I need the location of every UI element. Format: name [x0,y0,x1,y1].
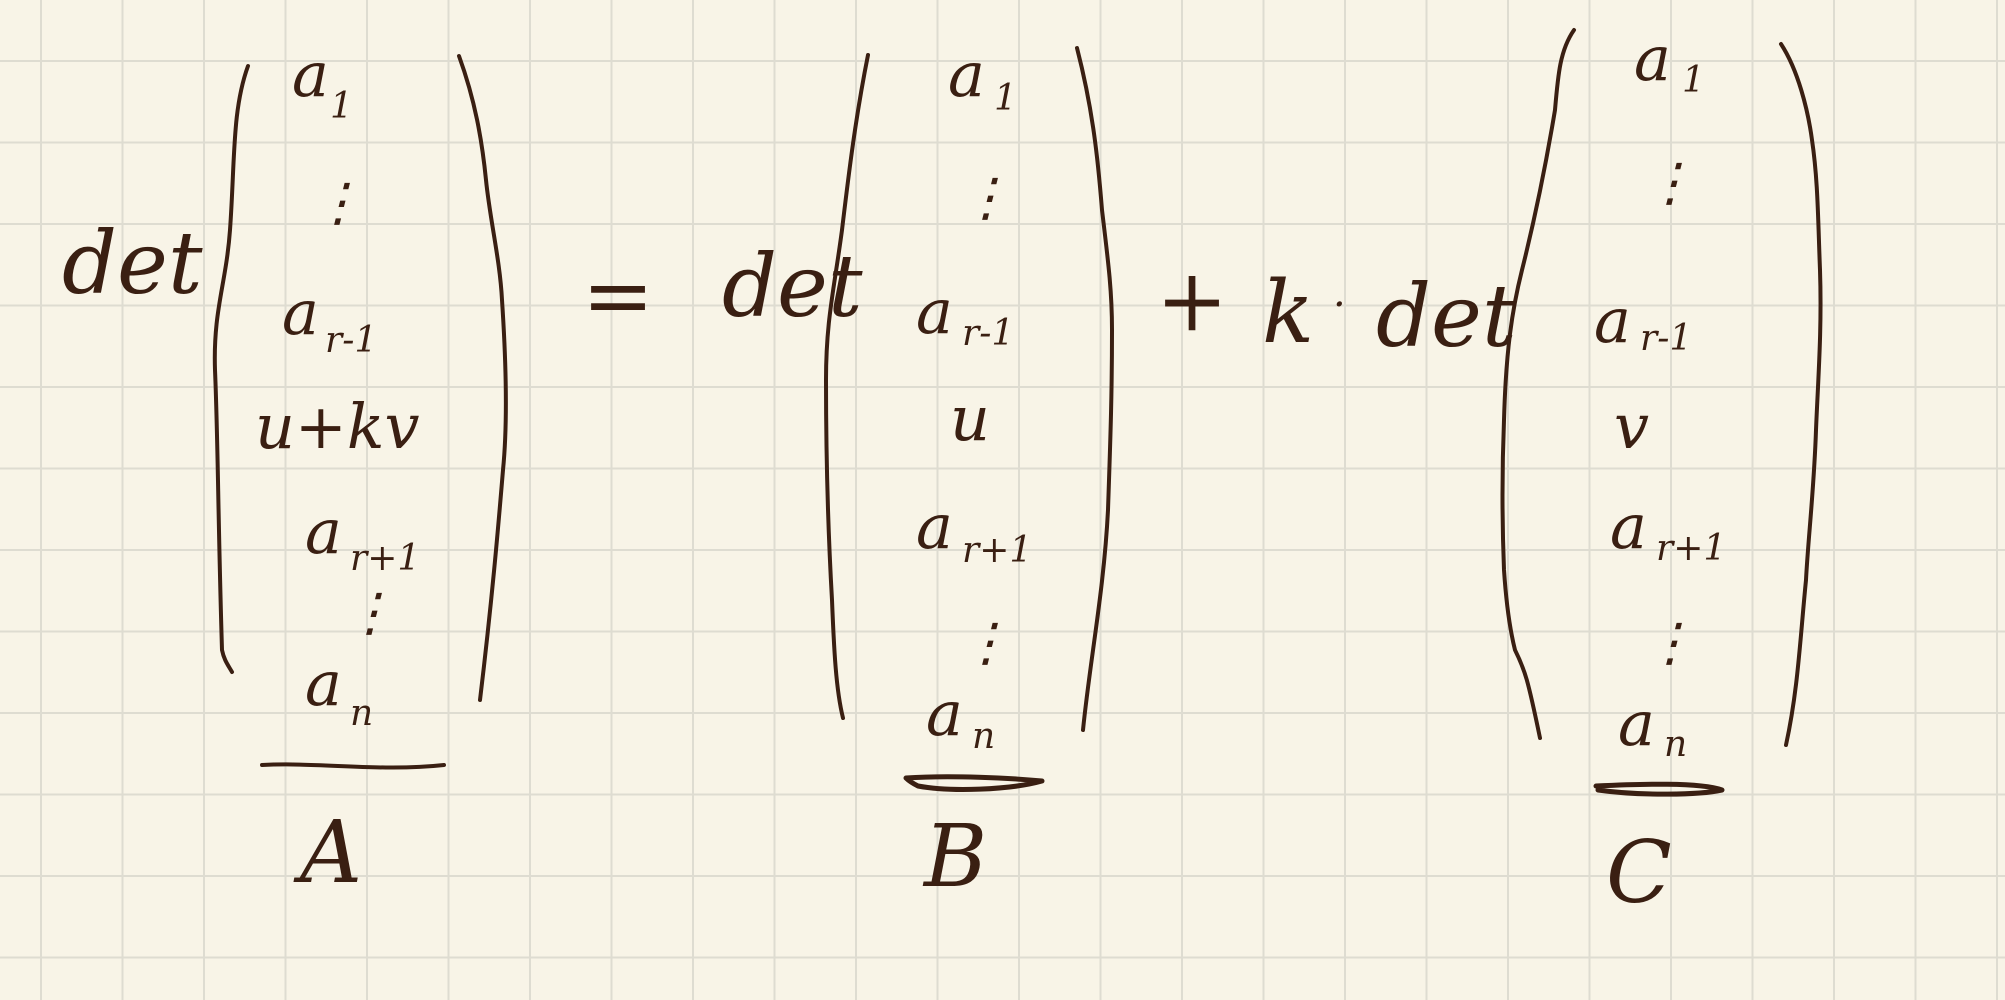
label-a: A [293,803,362,903]
label-c: C [1606,823,1672,923]
matrix-a-left-bracket [212,64,250,674]
scalar-dot: · [1333,282,1346,328]
row-bn-base: a [926,677,963,750]
row-an-sub: n [350,693,373,734]
row-br+1-base: a [916,490,953,563]
underline-c [1593,781,1725,797]
matrix-b-left-bracket [824,53,870,720]
label-b: B [922,807,987,907]
row-a1-sub: 1 [330,86,353,127]
row-an-base: a [305,647,342,720]
matrix-b-group: det a 1 ⋮ a r-1 u a r+1 ⋮ a n B [722,38,1114,907]
row-bn-sub: n [972,716,995,757]
scalar-k: k [1262,263,1314,363]
vertical-dots-top-b: ⋮ [960,168,1012,228]
matrix-c-right-bracket [1779,42,1823,747]
vertical-dots-bottom-b: ⋮ [960,613,1012,673]
row-cn-base: a [1618,687,1655,760]
row-br+1-sub: r+1 [962,530,1032,571]
matrix-a-group: det a 1 ⋮ a r-1 u+kv a r+1 ⋮ a n A [62,38,508,903]
underline-a [260,762,446,770]
row-br-1-sub: r-1 [962,313,1014,354]
row-cr-1-base: a [1594,284,1631,357]
row-cr-1-sub: r-1 [1640,318,1692,359]
row-u: u [950,382,990,455]
vertical-dots-bottom-c: ⋮ [1644,613,1696,673]
vertical-dots-bottom: ⋮ [344,583,396,643]
det-operator-c: det [1376,267,1517,367]
row-u-plus-kv: u+kv [255,390,419,463]
row-ar+1-sub: r+1 [350,538,420,579]
equals-sign: = [582,246,654,346]
row-cn-sub: n [1664,724,1687,765]
row-b1-base: a [948,38,985,111]
row-br-1-base: a [916,275,953,348]
row-ar+1-base: a [305,495,342,568]
matrix-b-right-bracket [1075,46,1114,732]
row-cr+1-sub: r+1 [1656,528,1726,569]
row-c1-base: a [1634,22,1671,95]
row-c1-sub: 1 [1682,60,1705,101]
row-a1-base: a [292,38,329,111]
row-b1-sub: 1 [994,78,1017,119]
row-ar-1-sub: r-1 [325,320,377,361]
vertical-dots-top-c: ⋮ [1644,153,1696,213]
plus-sign: + [1156,251,1228,351]
row-v: v [1614,390,1649,463]
row-cr+1-base: a [1610,490,1647,563]
det-operator-a: det [62,214,203,314]
matrix-c-group: det a 1 ⋮ a r-1 v a r+1 ⋮ a n C [1376,22,1823,923]
det-operator-b: det [722,237,863,337]
matrix-c-left-bracket [1500,28,1576,740]
underline-b [903,774,1045,792]
row-ar-1-base: a [282,276,319,349]
vertical-dots-top: ⋮ [312,173,364,233]
matrix-a-right-bracket [457,54,508,702]
